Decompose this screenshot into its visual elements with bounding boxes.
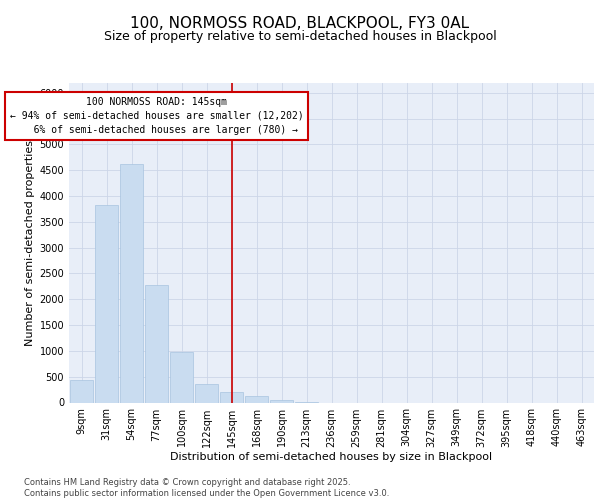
Bar — [120, 164, 143, 402]
Text: Size of property relative to semi-detached houses in Blackpool: Size of property relative to semi-detach… — [104, 30, 496, 43]
X-axis label: Distribution of semi-detached houses by size in Blackpool: Distribution of semi-detached houses by … — [170, 452, 493, 462]
Bar — [170, 352, 193, 403]
Bar — [245, 396, 268, 402]
Bar — [195, 384, 218, 402]
Bar — [145, 286, 168, 403]
Y-axis label: Number of semi-detached properties: Number of semi-detached properties — [25, 140, 35, 346]
Text: 100 NORMOSS ROAD: 145sqm
← 94% of semi-detached houses are smaller (12,202)
   6: 100 NORMOSS ROAD: 145sqm ← 94% of semi-d… — [10, 97, 304, 135]
Bar — [70, 380, 93, 402]
Bar — [95, 206, 118, 402]
Text: 100, NORMOSS ROAD, BLACKPOOL, FY3 0AL: 100, NORMOSS ROAD, BLACKPOOL, FY3 0AL — [130, 16, 470, 31]
Bar — [220, 392, 243, 402]
Text: Contains HM Land Registry data © Crown copyright and database right 2025.
Contai: Contains HM Land Registry data © Crown c… — [24, 478, 389, 498]
Bar — [270, 400, 293, 402]
